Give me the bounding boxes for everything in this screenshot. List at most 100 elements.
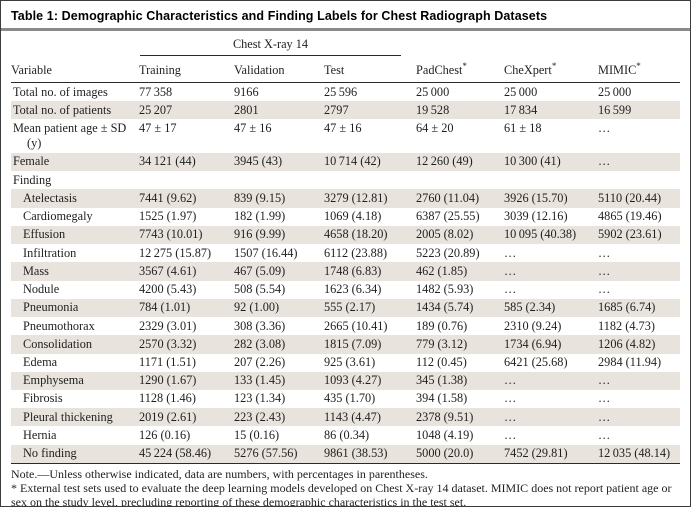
row-label: Mean patient age ± SD (y) bbox=[13, 120, 127, 151]
cell: 5223 (20.89) bbox=[416, 245, 480, 260]
cell: … bbox=[598, 373, 611, 388]
row-label: Female bbox=[13, 154, 50, 169]
cell: 2797 bbox=[324, 102, 349, 117]
cell: … bbox=[598, 282, 611, 297]
footnotes: Note.—Unless otherwise indicated, data a… bbox=[1, 464, 690, 506]
cell: 112 (0.45) bbox=[416, 355, 467, 370]
table-row: Cardiomegaly 1525 (1.97) 182 (1.99) 1069 (4… bbox=[11, 208, 680, 226]
column-header-row: Variable Training Validation Test PadChest*… bbox=[11, 57, 680, 83]
cell: 16 599 bbox=[598, 102, 632, 117]
cell bbox=[139, 171, 234, 189]
table-row: Emphysema 1290 (1.67) 133 (1.45) 1093 (4.27… bbox=[11, 371, 680, 390]
cell: 2665 (10.41) bbox=[324, 318, 388, 333]
cell: 345 (1.38) bbox=[416, 373, 468, 388]
column-group-row: Chest X-ray 14 bbox=[11, 31, 680, 57]
cell: 1748 (6.83) bbox=[324, 263, 382, 278]
cell: 6387 (25.55) bbox=[416, 209, 480, 224]
cell: 1434 (5.74) bbox=[416, 300, 474, 315]
cell: 2760 (11.04) bbox=[416, 190, 480, 205]
cell: 25 000 bbox=[598, 84, 632, 99]
cell: 182 (1.99) bbox=[234, 209, 286, 224]
cell: 15 (0.16) bbox=[234, 427, 280, 442]
cell: 555 (2.17) bbox=[324, 300, 376, 315]
cell: 12 275 (15.87) bbox=[139, 245, 212, 260]
table-row: Atelectasis 7441 (9.62) 839 (9.15) 3279 (12… bbox=[11, 189, 680, 208]
table-note: Note.—Unless otherwise indicated, data a… bbox=[11, 466, 428, 481]
cell: 2005 (8.02) bbox=[416, 227, 474, 242]
table-body: Total no. of images 77 358 9166 25 596 25 00… bbox=[11, 83, 680, 464]
cell: 585 (2.34) bbox=[504, 300, 556, 315]
cell bbox=[416, 171, 504, 189]
cell: 47 ± 16 bbox=[324, 120, 362, 135]
column-group-label: Chest X-ray 14 bbox=[140, 37, 402, 56]
cell: 2984 (11.94) bbox=[598, 355, 662, 370]
section-label: Finding bbox=[13, 172, 52, 187]
cell: 5902 (23.61) bbox=[598, 227, 662, 242]
cell: 1093 (4.27) bbox=[324, 373, 382, 388]
column-header-test: Test bbox=[324, 57, 417, 83]
table-row: Total no. of patients 25 207 2801 2797 19 52… bbox=[11, 101, 680, 120]
cell: 64 ± 20 bbox=[416, 120, 454, 135]
cell bbox=[598, 171, 680, 189]
cell: 1685 (6.74) bbox=[598, 300, 656, 315]
cell: … bbox=[504, 427, 517, 442]
cell: … bbox=[504, 391, 517, 406]
table-row: Mass 3567 (4.61) 467 (5.09) 1748 (6.83) 462 … bbox=[11, 262, 680, 281]
cell: … bbox=[598, 263, 611, 278]
cell: 3279 (12.81) bbox=[324, 190, 388, 205]
cell: 61 ± 18 bbox=[504, 120, 542, 135]
cell: 308 (3.36) bbox=[234, 318, 286, 333]
table-row: Consolidation 2570 (3.32) 282 (3.08) 1815 (… bbox=[11, 335, 680, 354]
cell: 7743 (10.01) bbox=[139, 227, 203, 242]
cell: 3945 (43) bbox=[234, 154, 283, 169]
cell: 784 (1.01) bbox=[139, 300, 191, 315]
cell: 9166 bbox=[234, 84, 259, 99]
column-group-chest-xray-14: Chest X-ray 14 bbox=[139, 31, 416, 57]
cell: 1734 (6.94) bbox=[504, 336, 562, 351]
cell: 1069 (4.18) bbox=[324, 209, 382, 224]
cell: … bbox=[598, 391, 611, 406]
cell: 10 300 (41) bbox=[504, 154, 561, 169]
cell: … bbox=[504, 373, 517, 388]
cell: 1507 (16.44) bbox=[234, 245, 298, 260]
cell: 2019 (2.61) bbox=[139, 409, 197, 424]
row-label: Pleural thickening bbox=[23, 409, 113, 424]
cell: 5276 (57.56) bbox=[234, 446, 298, 461]
cell: 467 (5.09) bbox=[234, 263, 286, 278]
cell: 2310 (9.24) bbox=[504, 318, 562, 333]
row-label: Cardiomegaly bbox=[23, 209, 93, 224]
cell: 462 (1.85) bbox=[416, 263, 468, 278]
cell: … bbox=[598, 245, 611, 260]
cell: 12 035 (48.14) bbox=[598, 446, 671, 461]
row-label: Effusion bbox=[23, 227, 66, 242]
cell: 1290 (1.67) bbox=[139, 373, 197, 388]
row-label: Atelectasis bbox=[23, 190, 77, 205]
row-label: Pneumothorax bbox=[23, 318, 95, 333]
cell: 189 (0.76) bbox=[416, 318, 468, 333]
cell: 25 596 bbox=[324, 84, 358, 99]
table-row: Total no. of images 77 358 9166 25 596 25 00… bbox=[11, 83, 680, 102]
cell: 12 260 (49) bbox=[416, 154, 473, 169]
row-label: Total no. of images bbox=[13, 84, 108, 99]
row-label: Nodule bbox=[23, 282, 60, 297]
cell: … bbox=[504, 409, 517, 424]
cell: 4658 (18.20) bbox=[324, 227, 388, 242]
cell: 7452 (29.81) bbox=[504, 446, 568, 461]
row-label: Infiltration bbox=[23, 245, 77, 260]
table-row: No finding 45 224 (58.46) 5276 (57.56) 9861… bbox=[11, 444, 680, 464]
cell: 77 358 bbox=[139, 84, 173, 99]
footnote-marker: * bbox=[462, 60, 467, 71]
cell bbox=[234, 171, 324, 189]
cell: 92 (1.00) bbox=[234, 300, 280, 315]
cell: … bbox=[504, 245, 517, 260]
cell: … bbox=[504, 263, 517, 278]
cell: 282 (3.08) bbox=[234, 336, 286, 351]
cell: 1525 (1.97) bbox=[139, 209, 197, 224]
row-label: Pneumonia bbox=[23, 300, 79, 315]
column-header-mimic: MIMIC* bbox=[598, 57, 680, 83]
table-row: Pneumothorax 2329 (3.01) 308 (3.36) 2665 (1… bbox=[11, 317, 680, 335]
row-label: No finding bbox=[23, 446, 77, 461]
cell: 1171 (1.51) bbox=[139, 355, 196, 370]
cell: 1182 (4.73) bbox=[598, 318, 655, 333]
